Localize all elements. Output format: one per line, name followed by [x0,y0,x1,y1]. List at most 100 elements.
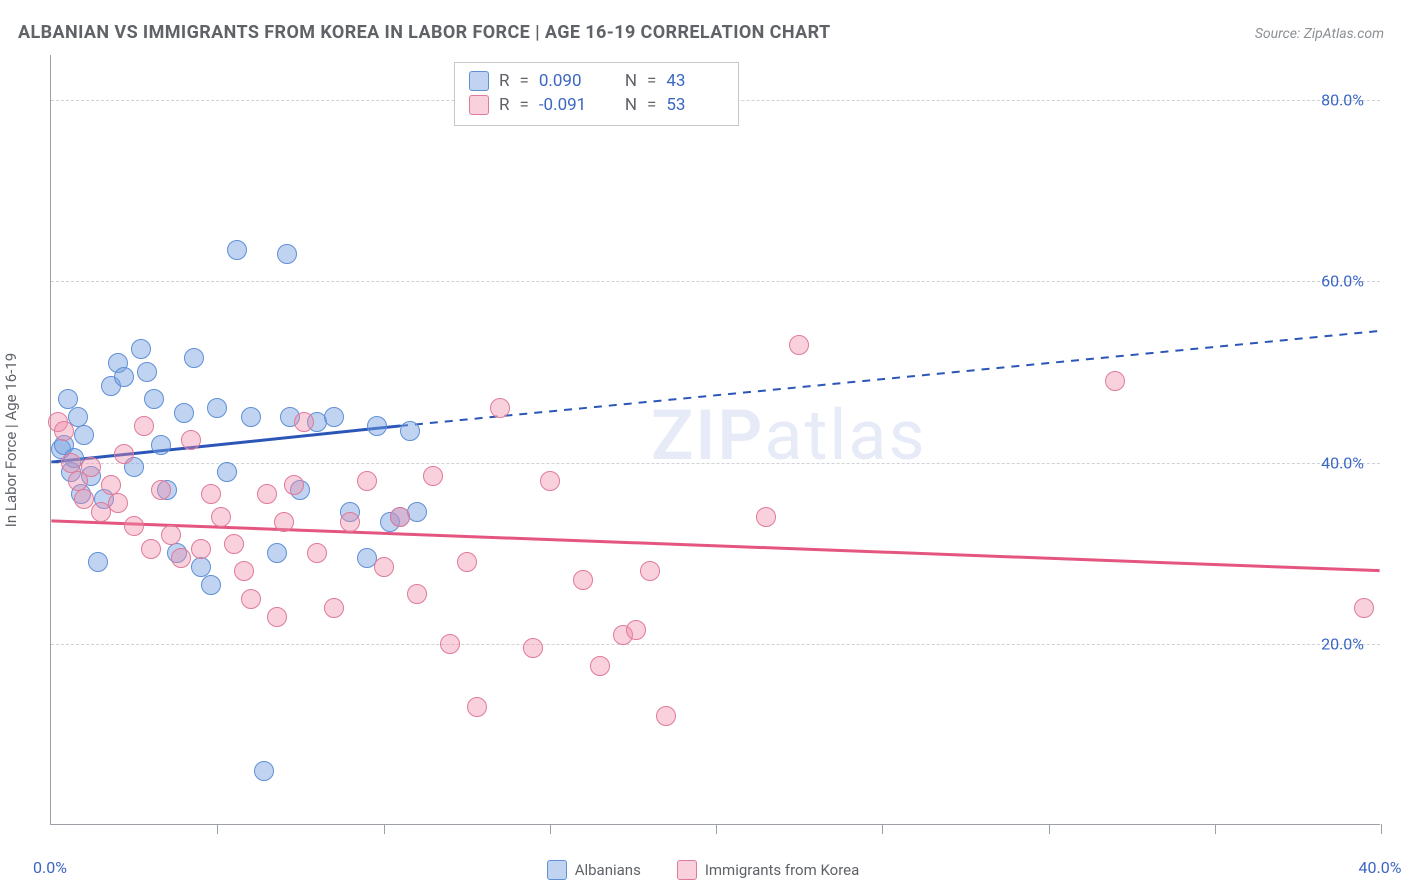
scatter-point-korea [640,561,660,581]
legend-swatch-icon [547,860,567,880]
legend-swatch-icon [677,860,697,880]
scatter-point-korea [257,484,277,504]
scatter-point-albanians [207,398,227,418]
stats-row-albanians: R=0.090N=43 [469,69,724,93]
scatter-point-albanians [217,462,237,482]
watermark: ZIPatlas [651,395,927,477]
x-axis-tick [1215,824,1216,834]
scatter-point-albanians [227,240,247,260]
scatter-point-korea [523,638,543,658]
y-axis-tick-label: 60.0% [1321,272,1364,291]
x-axis-tick [716,824,717,834]
x-axis-tick [1381,824,1382,834]
scatter-point-korea [390,507,410,527]
source-attribution: Source: ZipAtlas.com [1255,26,1384,42]
legend-item-albanians: Albanians [547,860,641,880]
legend-label: Albanians [575,861,641,879]
x-axis-tick [217,824,218,834]
scatter-point-korea [294,412,314,432]
legend-item-korea: Immigrants from Korea [677,860,859,880]
stats-eq: = [647,71,656,91]
stats-r-value: -0.091 [539,95,597,115]
scatter-point-korea [267,607,287,627]
scatter-point-korea [234,561,254,581]
scatter-point-albanians [400,421,420,441]
y-axis-tick-label: 40.0% [1321,453,1364,472]
scatter-point-albanians [201,575,221,595]
scatter-point-korea [656,706,676,726]
y-axis-tick-label: 80.0% [1321,91,1364,110]
x-axis-label-max: 40.0% [1359,858,1402,877]
scatter-point-albanians [144,389,164,409]
scatter-point-korea [74,489,94,509]
y-axis-title: In Labor Force | Age 16-19 [2,353,20,527]
stats-n-value: 53 [666,95,724,115]
scatter-point-korea [54,421,74,441]
scatter-point-korea [134,416,154,436]
gridline-horizontal [51,463,1380,464]
scatter-point-korea [490,398,510,418]
scatter-point-albanians [277,244,297,264]
stats-n-label: N [625,95,637,115]
scatter-point-korea [161,525,181,545]
scatter-point-korea [1105,371,1125,391]
scatter-point-albanians [114,367,134,387]
scatter-point-albanians [174,403,194,423]
scatter-point-albanians [324,407,344,427]
scatter-point-korea [340,512,360,532]
scatter-point-korea [181,430,201,450]
scatter-point-korea [151,480,171,500]
gridline-horizontal [51,644,1380,645]
scatter-point-korea [423,466,443,486]
scatter-point-korea [224,534,244,554]
x-axis-label-min: 0.0% [33,858,67,877]
scatter-point-korea [114,444,134,464]
scatter-point-albanians [241,407,261,427]
scatter-point-albanians [131,339,151,359]
scatter-point-korea [108,493,128,513]
scatter-point-korea [211,507,231,527]
scatter-point-albanians [74,425,94,445]
x-axis-tick [1049,824,1050,834]
scatter-point-korea [789,335,809,355]
scatter-point-albanians [151,435,171,455]
legend-bottom: Albanians Immigrants from Korea [0,860,1406,880]
stats-row-korea: R=-0.091N=53 [469,93,724,117]
chart-container: ALBANIAN VS IMMIGRANTS FROM KOREA IN LAB… [0,0,1406,892]
scatter-point-albanians [137,362,157,382]
stats-n-value: 43 [666,71,724,91]
scatter-point-korea [626,620,646,640]
scatter-point-korea [171,548,191,568]
watermark-zip: ZIP [651,395,764,477]
trend-lines-layer [51,55,1380,824]
legend-label: Immigrants from Korea [705,861,859,879]
scatter-point-korea [540,471,560,491]
scatter-point-korea [590,656,610,676]
scatter-point-korea [467,697,487,717]
scatter-point-albanians [367,416,387,436]
scatter-point-albanians [267,543,287,563]
scatter-point-korea [101,475,121,495]
scatter-point-albanians [191,557,211,577]
scatter-point-korea [324,598,344,618]
scatter-point-korea [457,552,477,572]
stats-eq: = [519,71,528,91]
scatter-point-korea [241,589,261,609]
scatter-point-korea [573,570,593,590]
scatter-point-korea [191,539,211,559]
scatter-point-albanians [88,552,108,572]
correlation-stats-box: R=0.090N=43R=-0.091N=53 [454,62,739,126]
stats-n-label: N [625,71,637,91]
scatter-point-korea [284,475,304,495]
trend-line [51,426,400,462]
scatter-point-korea [201,484,221,504]
scatter-point-korea [440,634,460,654]
gridline-horizontal [51,281,1380,282]
scatter-point-korea [1354,598,1374,618]
stats-eq: = [647,95,656,115]
scatter-point-korea [81,457,101,477]
scatter-point-korea [756,507,776,527]
scatter-point-korea [274,512,294,532]
scatter-point-korea [141,539,161,559]
x-axis-tick [384,824,385,834]
